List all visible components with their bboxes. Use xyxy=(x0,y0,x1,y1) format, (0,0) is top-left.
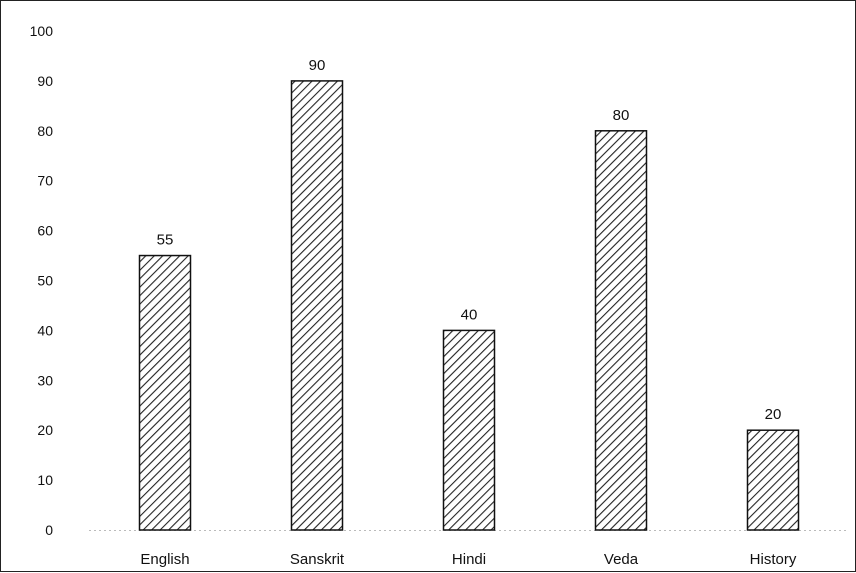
y-tick-label: 30 xyxy=(37,372,53,388)
y-tick-label: 70 xyxy=(37,173,53,189)
y-tick-label: 90 xyxy=(37,73,53,89)
y-tick-label: 10 xyxy=(37,472,53,488)
bar-history xyxy=(746,429,800,531)
category-label-veda: Veda xyxy=(604,551,639,568)
data-labels: 55 90 40 80 20 xyxy=(157,57,782,423)
data-label-veda: 80 xyxy=(613,107,630,124)
bar-english xyxy=(138,254,192,531)
category-label-history: History xyxy=(750,551,797,568)
y-tick-label: 40 xyxy=(37,322,53,338)
data-label-history: 20 xyxy=(765,406,782,423)
y-tick-label: 100 xyxy=(30,23,54,39)
y-tick-label: 60 xyxy=(37,223,53,239)
bar-series xyxy=(138,80,800,531)
y-tick-label: 50 xyxy=(37,273,53,289)
category-label-hindi: Hindi xyxy=(452,551,486,568)
bar-veda xyxy=(594,130,648,531)
bar-sanskrit xyxy=(290,80,344,531)
y-tick-label: 80 xyxy=(37,123,53,139)
data-label-hindi: 40 xyxy=(461,306,478,323)
y-tick-label: 20 xyxy=(37,422,53,438)
data-label-english: 55 xyxy=(157,232,174,249)
x-axis: English Sanskrit Hindi Veda History xyxy=(140,551,796,568)
category-label-sanskrit: Sanskrit xyxy=(290,551,345,568)
category-label-english: English xyxy=(140,551,189,568)
y-axis: 0 10 20 30 40 50 60 70 80 90 100 xyxy=(30,23,54,538)
y-tick-label: 0 xyxy=(45,522,53,538)
data-label-sanskrit: 90 xyxy=(309,57,326,74)
bar-hindi xyxy=(442,329,496,531)
